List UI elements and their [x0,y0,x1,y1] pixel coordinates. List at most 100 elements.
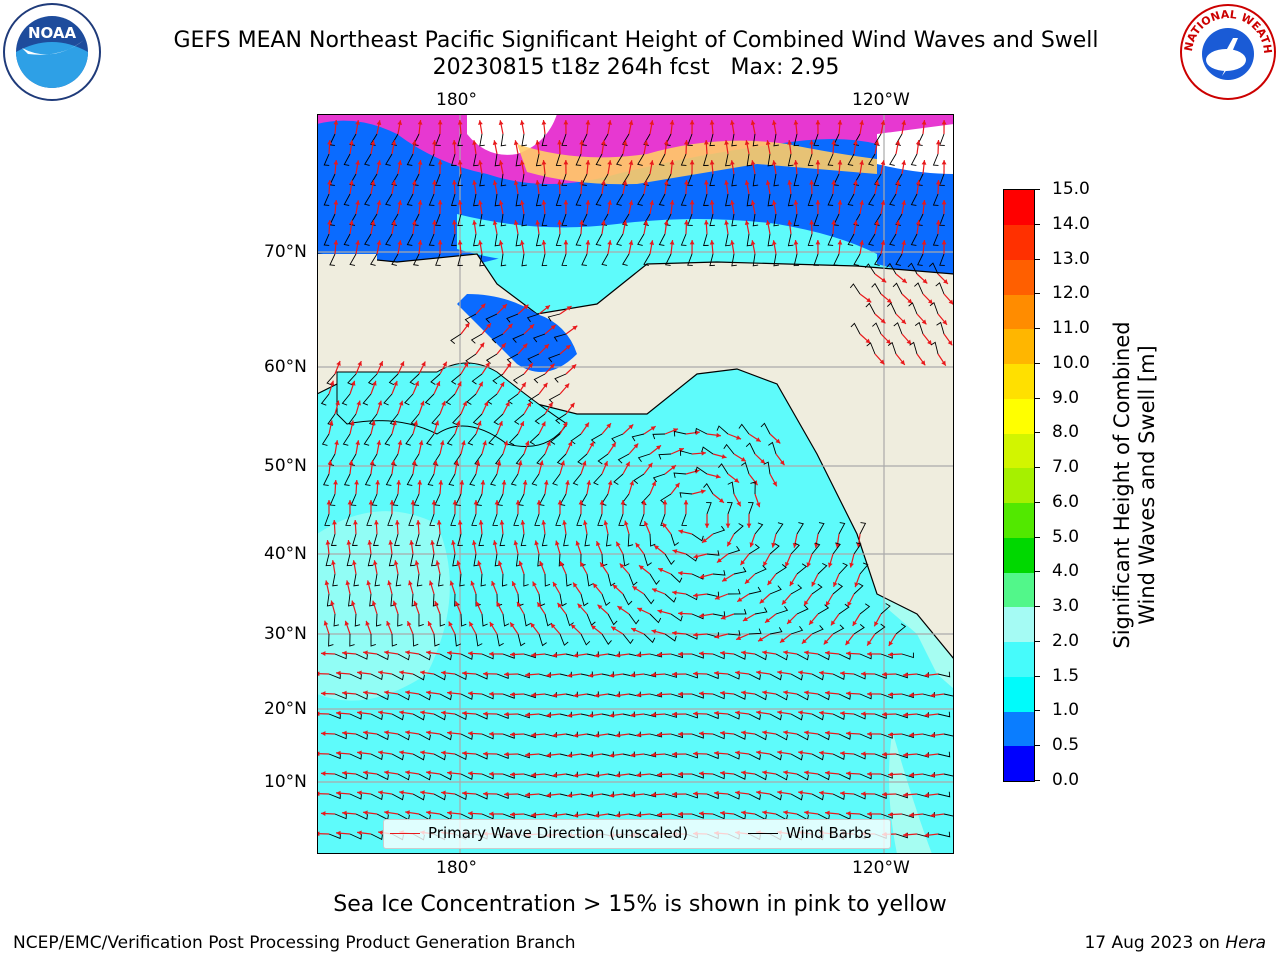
wave-arrow-head [336,750,341,756]
wave-arrow-head [867,640,872,646]
wind-barb [499,533,506,547]
wave-arrow-head [333,480,338,485]
wind-barb [817,562,828,575]
wind-barb [769,753,782,761]
wave-arrow-head [948,299,954,305]
wave-arrow-head [415,520,421,525]
wind-barb [370,673,383,681]
wind-barb [838,562,848,575]
wind-barb [853,583,864,595]
wave-arrow-head [730,240,735,245]
wind-barb [910,233,918,246]
wave-arrow-head [349,180,354,185]
wave-arrow-head [750,200,756,206]
wave-arrow-head [355,200,360,205]
wave-arrow-head [350,380,356,386]
wave-arrow-head [504,711,509,717]
wind-barb [601,751,615,757]
wave-arrow-head [771,240,777,245]
wind-barb [643,253,651,266]
wind-barb [350,493,357,506]
wave-arrow-head [355,160,360,165]
wind-barb [580,751,594,758]
wind-barb [910,153,918,166]
wind-barb [607,771,621,777]
wave-arrow-head [397,120,403,125]
wave-arrow-head [622,180,628,186]
wave-arrow-head [847,601,852,607]
colorbar-tick-mark [1034,675,1040,677]
wave-arrow-head [559,561,565,567]
wind-barb [500,173,507,187]
wind-barb [349,453,357,466]
wind-barb [827,233,834,246]
wind-barb [847,233,855,246]
wave-arrow-head [730,120,735,125]
wave-arrow-head [447,690,452,696]
wave-arrow-head [375,480,380,485]
wave-arrow-head [542,382,548,388]
wave-arrow-head [588,793,593,798]
wave-arrow-head [557,180,562,185]
wind-barb [643,133,651,146]
wave-arrow-head [498,421,503,426]
wave-arrow-head [831,140,837,145]
wave-arrow-head [909,772,914,778]
wave-arrow-head [417,200,423,205]
colorbar-tick-label: 1.5 [1052,665,1080,686]
wave-arrow-head [499,381,505,387]
wave-arrow-head [477,420,482,426]
wave-arrow-head [762,770,767,775]
wave-arrow-head [585,240,591,245]
wave-arrow-head [727,541,732,547]
wave-arrow-head [392,420,397,426]
wind-barb [752,133,759,147]
wave-arrow-head [462,670,467,676]
wave-arrow-head [521,382,526,388]
wave-arrow-head [609,792,614,798]
wind-barb [391,633,398,647]
wave-arrow-head [736,435,742,440]
wave-arrow-head [615,732,620,738]
wave-arrow-head [321,691,326,696]
wave-arrow-head [787,140,793,145]
wind-barb [807,153,814,166]
wind-barb [391,253,399,266]
wind-barb [712,693,725,700]
wind-barb [364,193,372,206]
wave-arrow-head [861,791,866,797]
wave-arrow-head [689,200,695,205]
wind-barb [832,753,845,761]
wave-arrow-head [901,278,907,283]
wave-arrow-head [895,220,901,226]
wave-arrow-head [622,220,628,226]
wave-arrow-head [849,562,854,568]
wave-arrow-head [888,640,894,646]
wind-barb [355,653,368,660]
wind-barb [709,213,715,227]
wind-barb [334,733,347,740]
wave-arrow-head [513,540,519,546]
wind-barb [673,430,687,437]
wind-barb [838,603,850,615]
wind-barb [838,773,851,780]
wave-arrow-head [630,792,635,798]
wave-arrow-head [468,811,473,816]
wind-barb [500,133,507,147]
wave-arrow-head [615,652,620,658]
wind-barb [716,425,729,435]
wave-arrow-head [693,554,699,559]
wave-arrow-head [472,180,477,185]
wind-barb [595,193,603,206]
wind-barb [910,193,918,206]
wave-arrow-head [758,636,764,642]
wave-arrow-head [447,770,452,776]
wave-arrow-head [699,613,704,618]
wind-barb [769,543,780,555]
wave-arrow-head [586,480,592,485]
wave-arrow-head [333,200,339,205]
wind-barb [847,153,855,166]
wave-arrow-head [483,711,488,717]
wave-arrow-head [546,712,551,718]
wave-arrow-head [628,120,634,126]
